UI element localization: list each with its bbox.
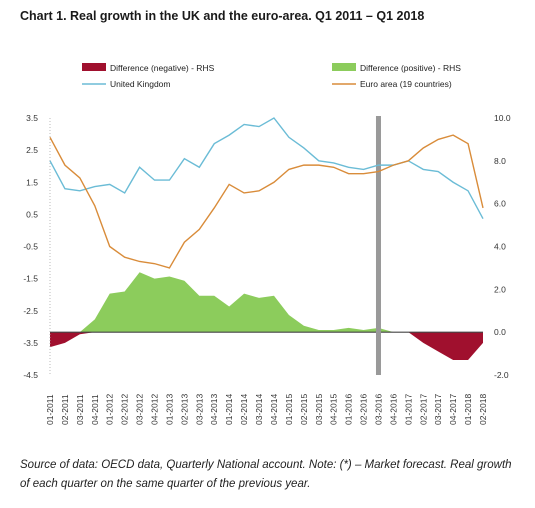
x-tick-label: 03-2017 — [433, 394, 443, 425]
x-tick-label: 02-2014 — [239, 394, 249, 425]
x-tick-label: 04-2017 — [448, 394, 458, 425]
left-tick-label: 3.5 — [26, 113, 38, 123]
legend-label-diff-negative: Difference (negative) - RHS — [110, 63, 215, 73]
left-tick-label: -0.5 — [23, 242, 38, 252]
x-tick-label: 02-2017 — [418, 394, 428, 425]
x-tick-label: 02-2015 — [299, 394, 309, 425]
x-tick-label: 01-2014 — [224, 394, 234, 425]
x-tick-label: 03-2014 — [254, 394, 264, 425]
x-tick-label: 01-2013 — [164, 394, 174, 425]
right-tick-label: 2.0 — [494, 284, 506, 294]
series-line-euro-area — [49, 134, 484, 269]
x-tick-label: 03-2015 — [314, 394, 324, 425]
x-tick-label: 02-2012 — [120, 394, 130, 425]
x-tick-label: 01-2011 — [45, 394, 55, 425]
left-tick-label: -1.5 — [23, 274, 38, 284]
forecast-marker-bar — [375, 116, 381, 375]
x-tick-label: 04-2015 — [329, 394, 339, 425]
x-tick-label: 01-2015 — [284, 394, 294, 425]
x-tick-label: 04-2011 — [90, 394, 100, 425]
left-tick-label: 2.5 — [26, 145, 38, 155]
x-tick-label: 01-2012 — [105, 394, 115, 425]
left-tick-label: -2.5 — [23, 306, 38, 316]
legend-label-diff-positive: Difference (positive) - RHS — [360, 63, 461, 73]
x-tick-label: 03-2016 — [373, 394, 383, 425]
left-tick-label: -3.5 — [23, 338, 38, 348]
right-tick-label: 0.0 — [494, 327, 506, 337]
x-tick-label: 04-2013 — [209, 394, 219, 425]
x-tick-label: 01-2018 — [463, 394, 473, 425]
right-tick-label: 4.0 — [494, 242, 506, 252]
x-tick-label: 03-2013 — [194, 394, 204, 425]
x-tick-label: 04-2016 — [388, 394, 398, 425]
chart-title: Chart 1. Real growth in the UK and the e… — [20, 9, 425, 23]
x-tick-label: 01-2017 — [403, 394, 413, 425]
x-tick-label: 04-2014 — [269, 394, 279, 425]
source-caption: Source of data: OECD data, Quarterly Nat… — [20, 459, 512, 490]
legend-swatch-diff-negative — [82, 63, 106, 71]
right-tick-label: 10.0 — [494, 113, 511, 123]
x-tick-label: 04-2012 — [150, 394, 160, 425]
left-tick-label: 1.5 — [26, 177, 38, 187]
x-tick-label: 02-2016 — [359, 394, 369, 425]
x-tick-label: 02-2011 — [60, 394, 70, 425]
x-tick-label: 02-2018 — [478, 394, 488, 425]
right-tick-label: 8.0 — [494, 156, 506, 166]
right-tick-label: -2.0 — [494, 370, 509, 380]
series-line-uk — [49, 117, 484, 219]
diff-negative-area — [50, 332, 483, 361]
legend-label-uk: United Kingdom — [110, 79, 170, 89]
x-tick-label: 01-2016 — [344, 394, 354, 425]
diff-positive-area — [50, 272, 483, 333]
x-tick-label: 03-2012 — [135, 394, 145, 425]
x-tick-label: 03-2011 — [75, 394, 85, 425]
right-tick-label: 6.0 — [494, 199, 506, 209]
left-tick-label: -4.5 — [23, 370, 38, 380]
x-tick-label: 02-2013 — [179, 394, 189, 425]
left-tick-label: 0.5 — [26, 209, 38, 219]
legend-label-ea: Euro area (19 countries) — [360, 79, 452, 89]
chart-canvas: Difference (negative) - RHS Difference (p… — [23, 63, 511, 425]
legend-swatch-diff-positive — [332, 63, 356, 71]
